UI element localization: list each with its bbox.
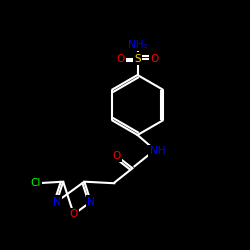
Text: NH: NH <box>150 146 165 156</box>
Text: O: O <box>112 151 120 161</box>
Text: O: O <box>150 54 159 64</box>
Text: S: S <box>134 54 141 64</box>
Text: N: N <box>53 197 60 207</box>
Text: N: N <box>87 197 95 207</box>
Text: O: O <box>70 209 78 219</box>
Text: NH₂: NH₂ <box>128 40 147 50</box>
Text: O: O <box>116 54 125 64</box>
Text: Cl: Cl <box>30 178 41 188</box>
